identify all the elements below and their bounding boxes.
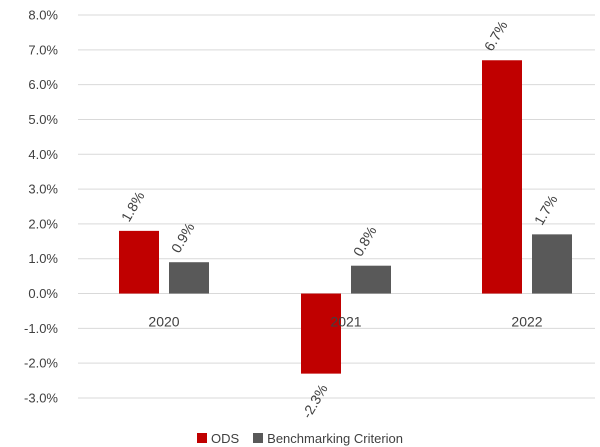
legend-swatch-benchmarking: [253, 433, 264, 443]
bar-benchmarking-2022: [532, 234, 572, 294]
y-tick-label: 2.0%: [28, 216, 58, 231]
y-tick-label: 3.0%: [28, 182, 58, 197]
chart-legend: ODS Benchmarking Criterion: [0, 429, 600, 447]
bar-ods-2020: [119, 230, 159, 294]
legend-label-benchmarking: Benchmarking Criterion: [267, 430, 403, 446]
data-label: 1.8%: [118, 189, 148, 225]
y-tick-label: -3.0%: [24, 391, 58, 406]
y-tick-label: 4.0%: [28, 147, 58, 162]
y-tick-label: 5.0%: [28, 112, 58, 127]
bar-ods-2022: [482, 60, 522, 294]
legend-item-ods: ODS: [196, 430, 240, 446]
data-label: 1.7%: [531, 192, 561, 228]
y-tick-label: 6.0%: [28, 77, 58, 92]
x-category-label: 2022: [511, 314, 542, 330]
data-label: -2.3%: [299, 381, 331, 421]
y-tick-label: -2.0%: [24, 356, 58, 371]
bar-chart: 8.0% 7.0% 6.0% 5.0% 4.0% 3.0% 2.0% 1.0% 0.0% -1.0…: [24, 8, 595, 421]
y-tick-label: 1.0%: [28, 251, 58, 266]
y-tick-label: 8.0%: [28, 8, 58, 23]
x-category-label: 2020: [148, 314, 179, 330]
data-label: 6.7%: [481, 18, 511, 54]
y-tick-label: -1.0%: [24, 321, 58, 336]
y-tick-label: 0.0%: [28, 286, 58, 301]
x-category-label: 2021: [330, 314, 361, 330]
legend-swatch-ods: [196, 433, 207, 443]
legend-item-benchmarking: Benchmarking Criterion: [253, 431, 403, 446]
data-label: 0.8%: [350, 223, 380, 259]
bar-benchmarking-2021: [351, 265, 391, 294]
bar-ods-2021: [301, 293, 341, 374]
bar-benchmarking-2020: [169, 262, 209, 294]
legend-label-ods: ODS: [210, 430, 240, 446]
y-tick-label: 7.0%: [28, 42, 58, 57]
data-label: 0.9%: [168, 220, 198, 256]
